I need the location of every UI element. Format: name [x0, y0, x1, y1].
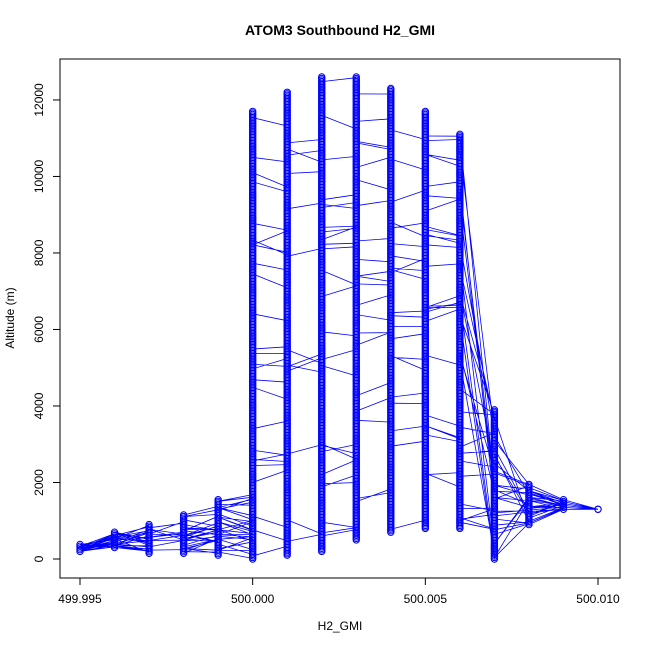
- data-column: [352, 73, 360, 544]
- data-column: [214, 496, 222, 559]
- data-column: [76, 540, 84, 556]
- data-point: [179, 511, 188, 519]
- data-point: [421, 107, 430, 116]
- series-links: [79, 77, 599, 560]
- data-point: [248, 107, 257, 116]
- data-point: [76, 540, 84, 549]
- data-column: [594, 505, 602, 513]
- x-axis: 499.995 500.000 500.005 500.010: [58, 577, 620, 606]
- data-column: [318, 73, 326, 556]
- data-column: [145, 520, 153, 557]
- data-point: [559, 497, 568, 506]
- y-tick-label: 4000: [32, 392, 46, 419]
- data-point: [387, 84, 395, 93]
- data-point: [559, 501, 568, 510]
- y-tick-label: 8000: [32, 239, 46, 266]
- y-tick-label: 10000: [32, 159, 46, 193]
- data-point: [145, 520, 153, 529]
- data-column: [559, 496, 568, 513]
- y-axis: 0 2000 4000 6000 8000 10000 12000: [32, 83, 61, 562]
- series-line: [79, 77, 599, 560]
- x-tick-label: 499.995: [58, 592, 102, 606]
- data-point: [214, 496, 222, 504]
- data-point: [352, 73, 360, 81]
- x-tick-label: 500.000: [231, 592, 275, 606]
- y-axis-label: Altitude (m): [3, 287, 17, 348]
- x-axis-label: H2_GMI: [318, 619, 363, 633]
- series-points: [76, 73, 602, 563]
- y-tick-label: 6000: [32, 316, 46, 343]
- data-column: [110, 528, 119, 552]
- data-point: [283, 88, 291, 97]
- data-column: [421, 107, 430, 533]
- x-tick-label: 500.005: [404, 592, 448, 606]
- data-column: [456, 130, 464, 533]
- data-point: [110, 528, 119, 536]
- data-column: [283, 88, 291, 559]
- data-point: [490, 406, 499, 414]
- x-tick-label: 500.010: [576, 592, 620, 606]
- data-column: [387, 84, 395, 536]
- y-tick-label: 0: [32, 555, 46, 562]
- data-column: [248, 107, 257, 563]
- data-column: [179, 511, 188, 557]
- y-tick-label: 2000: [32, 469, 46, 496]
- data-column: [490, 406, 499, 563]
- chart-title: ATOM3 Southbound H2_GMI: [245, 22, 435, 38]
- data-point: [559, 505, 568, 513]
- plot-area: [76, 73, 602, 563]
- data-point: [559, 499, 568, 508]
- data-point: [559, 503, 568, 512]
- y-tick-label: 12000: [32, 83, 46, 117]
- data-point: [594, 505, 602, 513]
- data-point: [525, 480, 533, 489]
- data-column: [525, 480, 533, 529]
- data-point: [456, 130, 464, 139]
- data-point: [318, 73, 326, 81]
- data-point: [559, 496, 568, 504]
